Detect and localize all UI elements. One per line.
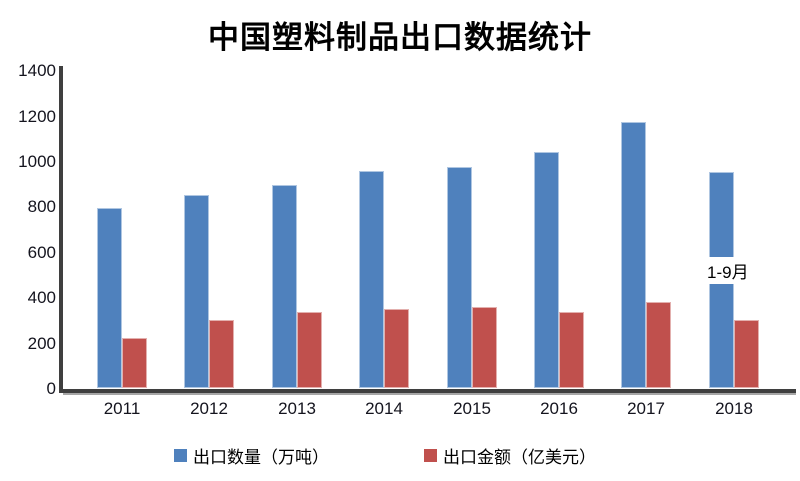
y-axis-tick-label-400: 400 [27,288,56,308]
x-axis-tick-label-2018: 2018 [715,399,753,418]
y-axis-tick-label-1200: 1200 [18,106,56,126]
y-axis-tick-label-800: 800 [27,197,56,217]
x-axis-tick-label-2012: 2012 [190,399,228,418]
x-axis-tick-label-2014: 2014 [365,399,403,418]
y-axis-tick-label-1000: 1000 [18,152,56,171]
legend: 出口数量（万吨） 出口金额（亿美元） [0,443,800,473]
bar-value-2018 [734,320,759,388]
annotation-label: 1-9月 [704,257,752,284]
legend-item-export-quantity: 出口数量（万吨） [174,443,329,467]
x-axis-tick-label-2011: 2011 [103,399,141,418]
bar-quantity-2012 [184,195,209,388]
bar-value-2016 [559,312,584,388]
legend-item-export-value: 出口金额（亿美元） [424,443,596,467]
legend-swatch-value-icon [424,448,437,462]
bar-value-2015 [472,307,497,388]
bar-value-2013 [297,312,322,388]
bar-value-2014 [384,309,409,388]
bar-value-2017 [646,302,671,388]
legend-swatch-quantity-icon [174,448,187,462]
x-axis-tick-label-2016: 2016 [540,399,578,418]
y-axis-tick-label-200: 200 [27,333,56,353]
y-axis-tick-label-600: 600 [27,242,56,262]
y-axis-line [59,66,63,393]
legend-label-value: 出口金额（亿美元） [443,447,596,467]
legend-label-quantity: 出口数量（万吨） [193,447,329,467]
x-axis-tick-label-2017: 2017 [627,399,665,418]
bar-quantity-2011 [97,208,122,388]
x-axis-shadow [63,393,796,395]
bar-value-2012 [209,320,234,388]
x-axis-line [59,389,796,393]
x-axis-tick-label-2013: 2013 [278,399,316,418]
chart-title: 中国塑料制品出口数据统计 [208,20,592,55]
y-axis-tick-label-1400: 1400 [18,61,56,81]
bar-quantity-2015 [447,167,472,388]
bar-quantity-2013 [272,185,297,388]
bar-quantity-2014 [359,171,384,388]
bar-value-2011 [122,338,147,388]
x-axis-tick-label-2015: 2015 [453,399,491,418]
y-axis-tick-label-0: 0 [46,379,56,398]
bar-quantity-2016 [534,152,559,388]
bar-quantity-2017 [621,122,646,388]
